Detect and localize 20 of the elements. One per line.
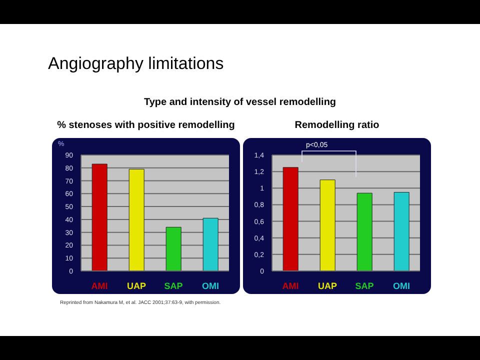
x-tick-label: SAP	[355, 281, 374, 291]
chart-title: Remodelling ratio	[294, 120, 380, 133]
text: Angiography limitations	[48, 54, 224, 74]
bar	[394, 192, 410, 271]
bar	[202, 218, 218, 271]
bar	[356, 192, 372, 271]
bar	[320, 180, 336, 271]
x-tick-label: SAP	[164, 281, 183, 291]
bar	[282, 167, 298, 271]
x-tick-label: OMI	[202, 281, 219, 291]
bar	[92, 164, 108, 271]
x-tick-label: UAP	[126, 281, 146, 291]
x-tick-label: AMI	[91, 281, 108, 291]
bar	[128, 168, 144, 271]
text: Type and intensity of vessel remodelling	[142, 97, 338, 108]
x-tick-label: OMI	[393, 281, 410, 291]
chart-title: % stenoses with positive remodelling	[56, 120, 236, 133]
x-tick-label: AMI	[282, 281, 299, 291]
x-tick-label: UAP	[318, 281, 338, 291]
bar	[166, 226, 182, 271]
